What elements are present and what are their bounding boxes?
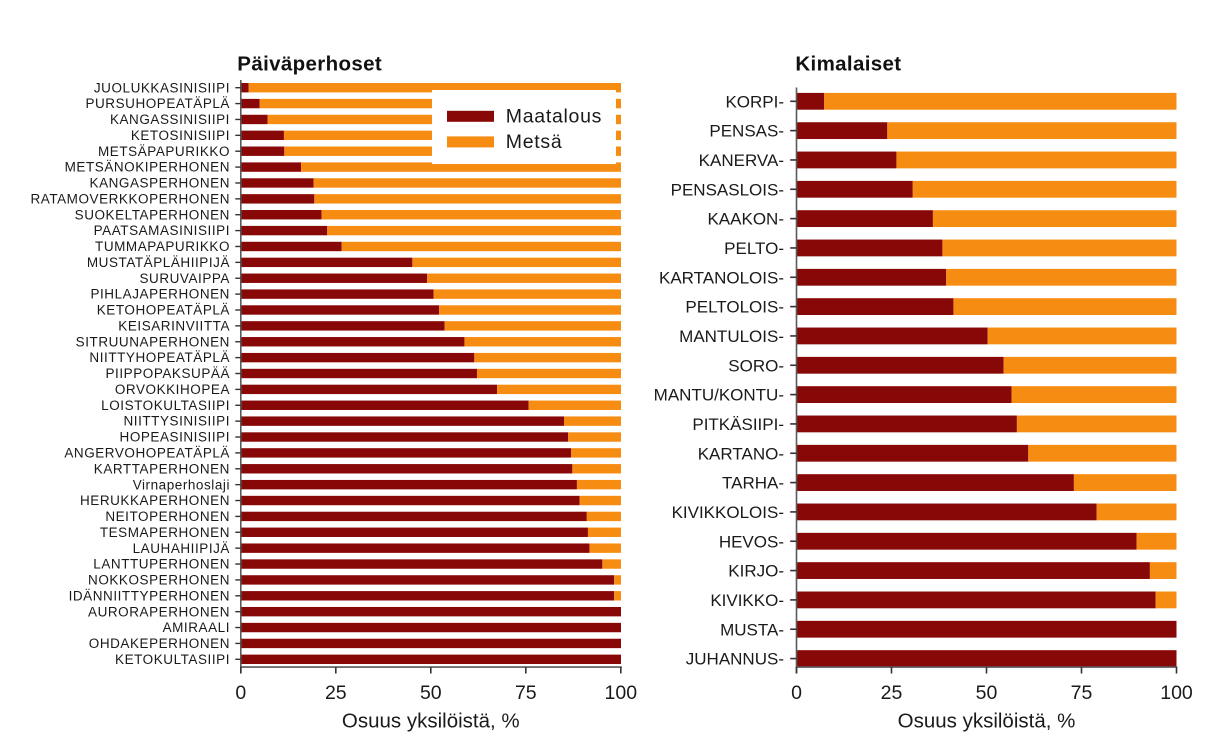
svg-text:50: 50	[420, 682, 442, 704]
svg-text:Osuus yksilöistä, %: Osuus yksilöistä, %	[898, 710, 1076, 733]
svg-text:AMIRAALI: AMIRAALI	[163, 620, 230, 635]
svg-text:Päiväperhoset: Päiväperhoset	[237, 53, 382, 76]
svg-text:PAATSAMASINISIIPI: PAATSAMASINISIIPI	[94, 223, 230, 238]
svg-text:PENSAS-: PENSAS-	[709, 122, 784, 141]
svg-text:KEISARINVIITTA: KEISARINVIITTA	[118, 318, 230, 333]
svg-text:25: 25	[881, 682, 903, 704]
svg-text:KIRJO-: KIRJO-	[728, 562, 784, 581]
svg-text:0: 0	[235, 682, 246, 704]
svg-text:KARTANOLOIS-: KARTANOLOIS-	[659, 268, 784, 287]
svg-text:25: 25	[325, 682, 347, 704]
svg-text:METSÄNOKIPERHONEN: METSÄNOKIPERHONEN	[65, 160, 230, 175]
svg-text:SITRUUNAPERHONEN: SITRUUNAPERHONEN	[76, 334, 230, 349]
svg-text:75: 75	[515, 682, 537, 704]
svg-text:Maatalous: Maatalous	[506, 105, 602, 127]
svg-text:LANTTUPERHONEN: LANTTUPERHONEN	[93, 557, 230, 572]
svg-text:KETOHOPEATÄPLÄ: KETOHOPEATÄPLÄ	[97, 303, 230, 318]
svg-text:PIHLAJAPERHONEN: PIHLAJAPERHONEN	[90, 287, 230, 302]
svg-text:JUOLUKKASINISIIPI: JUOLUKKASINISIIPI	[94, 80, 230, 95]
svg-text:100: 100	[1160, 682, 1193, 704]
svg-text:100: 100	[605, 682, 638, 704]
svg-text:NIITTYHOPEATÄPLÄ: NIITTYHOPEATÄPLÄ	[89, 350, 230, 365]
svg-text:PITKÄSIIPI-: PITKÄSIIPI-	[692, 415, 784, 434]
svg-text:KANGASSINISIIPI: KANGASSINISIIPI	[110, 112, 230, 127]
svg-text:KIVIKKO-: KIVIKKO-	[710, 591, 784, 610]
svg-text:KETOSINISIIPI: KETOSINISIIPI	[131, 128, 230, 143]
svg-text:PURSUHOPEATÄPLÄ: PURSUHOPEATÄPLÄ	[85, 96, 230, 111]
svg-text:KAAKON-: KAAKON-	[707, 210, 784, 229]
svg-text:KETOKULTASIIPI: KETOKULTASIIPI	[115, 652, 230, 667]
svg-text:TESMAPERHONEN: TESMAPERHONEN	[100, 525, 230, 540]
svg-text:75: 75	[1071, 682, 1093, 704]
svg-text:KORPI-: KORPI-	[725, 92, 784, 111]
svg-text:NIITTYSINISIIPI: NIITTYSINISIIPI	[123, 414, 230, 429]
svg-text:MANTULOIS-: MANTULOIS-	[679, 327, 784, 346]
svg-text:Virnaperhoslaji: Virnaperhoslaji	[133, 477, 230, 492]
svg-text:JUHANNUS-: JUHANNUS-	[686, 650, 784, 669]
svg-text:ORVOKKIHOPEA: ORVOKKIHOPEA	[115, 382, 230, 397]
svg-text:LAUHAHIIPIJÄ: LAUHAHIIPIJÄ	[133, 541, 230, 556]
svg-text:HERUKKAPERHONEN: HERUKKAPERHONEN	[80, 493, 230, 508]
svg-text:AURORAPERHONEN: AURORAPERHONEN	[88, 604, 230, 619]
svg-text:Metsä: Metsä	[506, 131, 563, 153]
svg-text:PELTO-: PELTO-	[724, 239, 784, 258]
svg-text:PELTOLOIS-: PELTOLOIS-	[685, 298, 784, 317]
svg-text:MUSTATÄPLÄHIIPIJÄ: MUSTATÄPLÄHIIPIJÄ	[87, 255, 230, 270]
svg-text:TARHA-: TARHA-	[722, 474, 784, 493]
svg-text:NOKKOSPERHONEN: NOKKOSPERHONEN	[88, 573, 230, 588]
svg-text:KARTTAPERHONEN: KARTTAPERHONEN	[94, 461, 230, 476]
svg-text:HOPEASINISIIPI: HOPEASINISIIPI	[120, 430, 230, 445]
svg-text:SUOKELTAPERHONEN: SUOKELTAPERHONEN	[75, 207, 230, 222]
svg-text:Osuus yksilöistä, %: Osuus yksilöistä, %	[342, 710, 520, 733]
svg-text:MANTU/KONTU-: MANTU/KONTU-	[654, 386, 784, 405]
svg-text:SURUVAIPPA: SURUVAIPPA	[139, 271, 230, 286]
svg-text:OHDAKEPERHONEN: OHDAKEPERHONEN	[89, 636, 230, 651]
svg-text:METSÄPAPURIKKO: METSÄPAPURIKKO	[98, 144, 230, 159]
svg-text:IDÄNNIITTYPERHONEN: IDÄNNIITTYPERHONEN	[69, 588, 230, 603]
svg-text:HEVOS-: HEVOS-	[719, 532, 784, 551]
svg-text:LOISTOKULTASIIPI: LOISTOKULTASIIPI	[101, 398, 230, 413]
svg-text:TUMMAPAPURIKKO: TUMMAPAPURIKKO	[95, 239, 230, 254]
svg-text:RATAMOVERKKOPERHONEN: RATAMOVERKKOPERHONEN	[30, 191, 230, 206]
svg-text:KANERVA-: KANERVA-	[699, 151, 784, 170]
svg-text:NEITOPERHONEN: NEITOPERHONEN	[105, 509, 230, 524]
svg-text:0: 0	[791, 682, 802, 704]
svg-text:PIIPPOPAKSUPÄÄ: PIIPPOPAKSUPÄÄ	[106, 366, 231, 381]
svg-text:KIVIKKOLOIS-: KIVIKKOLOIS-	[672, 503, 784, 522]
svg-text:50: 50	[976, 682, 998, 704]
svg-text:ANGERVOHOPEATÄPLÄ: ANGERVOHOPEATÄPLÄ	[64, 445, 230, 460]
svg-text:KARTANO-: KARTANO-	[698, 444, 784, 463]
svg-text:Kimalaiset: Kimalaiset	[795, 53, 901, 76]
svg-text:MUSTA-: MUSTA-	[720, 620, 784, 639]
svg-text:KANGASPERHONEN: KANGASPERHONEN	[90, 176, 230, 191]
svg-text:SORO-: SORO-	[728, 356, 784, 375]
svg-text:PENSASLOIS-: PENSASLOIS-	[671, 180, 784, 199]
